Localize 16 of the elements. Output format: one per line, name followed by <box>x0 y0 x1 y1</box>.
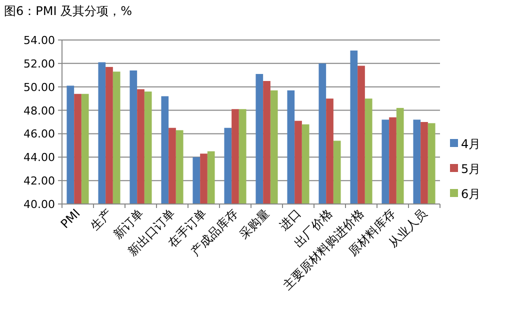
legend-label: 4月 <box>461 137 481 151</box>
x-tick-label: 采购量 <box>236 206 272 242</box>
y-tick-label: 42.00 <box>24 174 55 188</box>
y-tick-label: 48.00 <box>24 104 55 118</box>
legend-label: 6月 <box>461 187 481 201</box>
y-tick-label: 50.00 <box>24 80 55 94</box>
y-tick-label: 44.00 <box>24 151 55 164</box>
y-tick-label: 40.00 <box>24 198 55 211</box>
x-tick-label: 进口 <box>276 206 304 234</box>
y-tick-label: 52.00 <box>24 57 55 70</box>
chart-title: 图6：PMI 及其分项，% <box>4 4 132 18</box>
x-tick-label: PMI <box>58 206 83 232</box>
x-tick-label: 生产 <box>88 206 114 234</box>
y-tick-label: 54.00 <box>24 34 55 47</box>
y-tick-label: 46.00 <box>24 128 55 141</box>
legend-label: 5月 <box>461 162 481 176</box>
